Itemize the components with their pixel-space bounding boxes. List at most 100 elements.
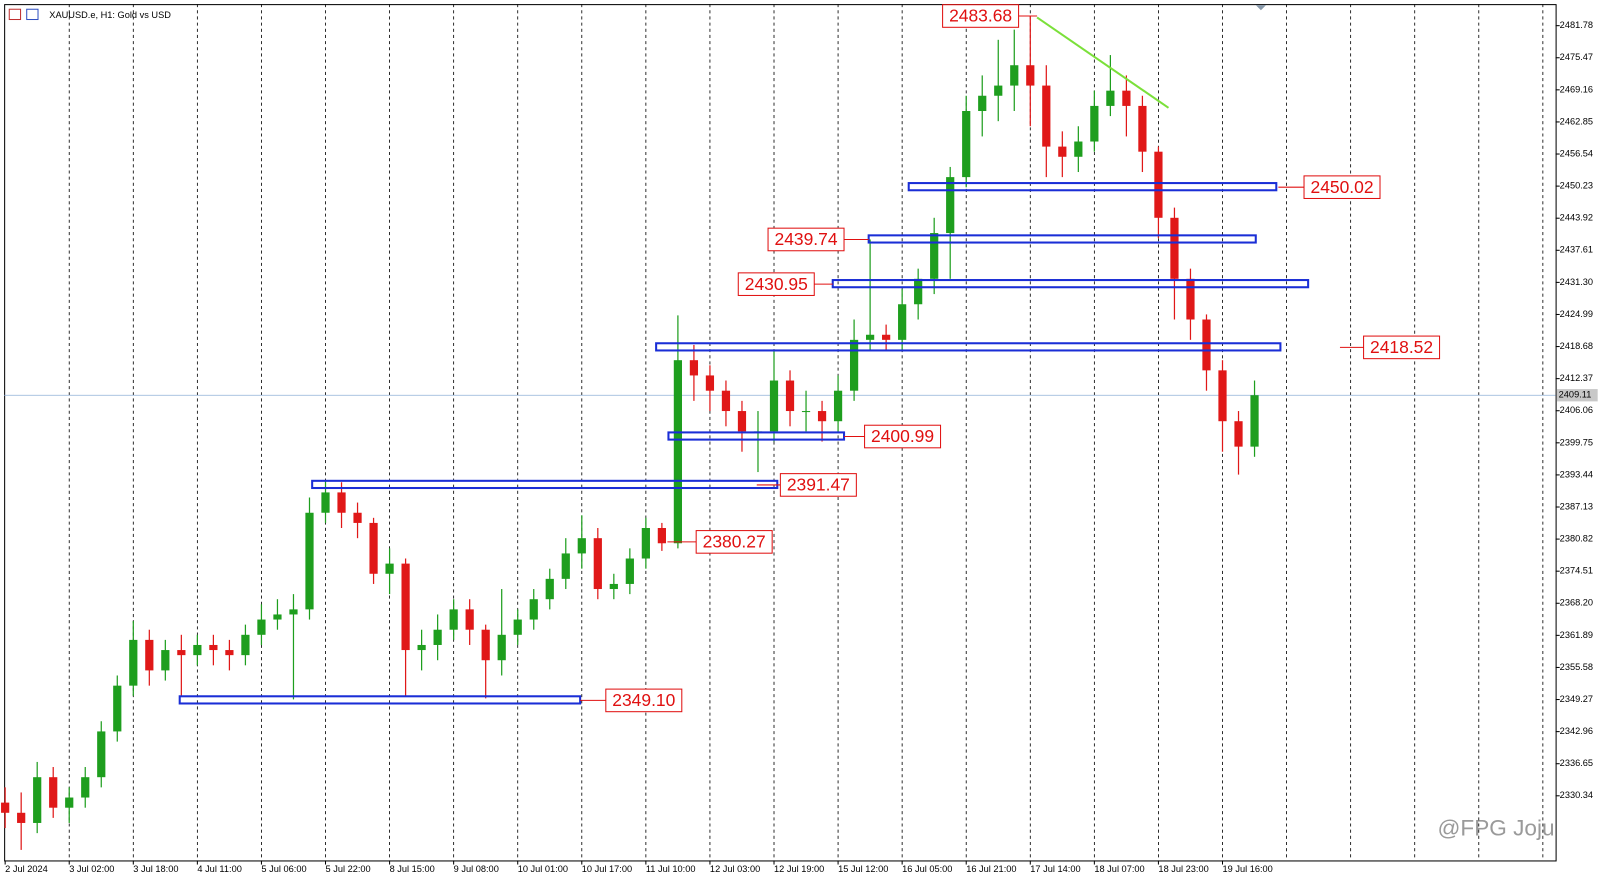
candle-body <box>1122 90 1131 106</box>
candle-body <box>657 528 666 544</box>
level-zone <box>907 182 1278 192</box>
candle-body <box>113 685 122 732</box>
plot-frame <box>4 4 1557 862</box>
level-zone <box>867 234 1257 244</box>
candle-body <box>481 629 490 661</box>
candle-body <box>673 360 683 544</box>
candle-body <box>705 375 715 391</box>
x-tick-label: 10 Jul 01:00 <box>518 864 568 874</box>
level-label: 2430.95 <box>745 274 808 294</box>
x-tick-label: 19 Jul 16:00 <box>1223 864 1273 874</box>
candle-body <box>625 558 634 584</box>
y-tick-label: 2431.30 <box>1560 277 1593 287</box>
y-tick-label: 2336.65 <box>1560 758 1593 768</box>
candle-body <box>1218 370 1227 422</box>
y-tick-label: 2374.51 <box>1560 566 1593 576</box>
level-label-box <box>695 530 773 554</box>
trend-line <box>1036 16 1170 109</box>
candle-body <box>769 380 779 432</box>
candle-body <box>97 731 106 778</box>
y-tick-label: 2424.99 <box>1560 309 1593 319</box>
candle-body <box>1170 217 1179 279</box>
level-zone <box>178 695 582 705</box>
candle-body <box>641 528 650 559</box>
candle-body <box>337 492 346 513</box>
candle-body <box>978 95 987 112</box>
y-tick-label: 2368.20 <box>1560 598 1593 608</box>
candle-body <box>1026 65 1035 86</box>
x-tick-label: 4 Jul 11:00 <box>197 864 242 874</box>
y-tick-label: 2475.47 <box>1560 52 1593 62</box>
candle-body <box>1010 65 1019 86</box>
shift-marker <box>1255 5 1267 11</box>
candle-body <box>1234 421 1243 447</box>
candle-body <box>962 111 971 178</box>
candle-body <box>81 777 90 798</box>
x-tick-label: 5 Jul 06:00 <box>261 864 306 874</box>
candle-body <box>721 390 731 412</box>
candle-body <box>241 634 250 656</box>
candle-body <box>257 619 266 635</box>
level-label-box <box>864 424 942 449</box>
y-tick-label: 2330.34 <box>1560 790 1593 800</box>
x-tick-label: 18 Jul 23:00 <box>1158 864 1208 874</box>
candle-body <box>785 380 795 412</box>
x-tick-label: 18 Jul 07:00 <box>1094 864 1144 874</box>
candle-body <box>1138 105 1147 152</box>
level-label-box <box>1303 175 1381 199</box>
level-label: 2439.74 <box>775 229 838 249</box>
level-label-box <box>737 272 815 296</box>
y-tick-label: 2462.85 <box>1560 116 1593 126</box>
y-tick-label: 2399.75 <box>1560 437 1593 447</box>
candle-body <box>65 797 74 808</box>
candle-body <box>1042 85 1051 147</box>
candle-body <box>449 609 458 630</box>
y-tick-label: 2469.16 <box>1560 84 1593 94</box>
candle-body <box>882 334 891 340</box>
candle-body <box>225 650 234 656</box>
x-tick-label: 5 Jul 22:00 <box>326 864 371 874</box>
candle-body <box>1074 141 1083 157</box>
candle-body <box>305 512 314 610</box>
x-tick-label: 8 Jul 15:00 <box>390 864 435 874</box>
candle-body <box>866 334 875 340</box>
candle-body <box>161 650 170 671</box>
candle-body <box>898 304 907 340</box>
candle-body <box>465 609 474 630</box>
y-tick-label: 2456.54 <box>1560 148 1593 158</box>
candle-body <box>817 411 827 422</box>
level-zone <box>667 431 846 441</box>
level-label: 2483.68 <box>949 6 1012 26</box>
candle-body <box>145 639 154 671</box>
candle-body <box>1106 90 1115 106</box>
candle-body <box>737 411 747 432</box>
candle-body <box>289 609 298 615</box>
candle-body <box>914 278 923 305</box>
candle-body <box>545 578 554 600</box>
current-price-label: 2409.11 <box>1559 390 1592 400</box>
candle-body <box>577 538 586 554</box>
y-tick-label: 2418.68 <box>1560 341 1593 351</box>
x-tick-label: 12 Jul 19:00 <box>774 864 824 874</box>
level-label: 2349.10 <box>612 690 675 710</box>
level-zone <box>831 279 1310 289</box>
candle-body <box>561 553 570 579</box>
y-tick-label: 2361.89 <box>1560 630 1593 640</box>
candle-body <box>833 390 843 422</box>
candle-body <box>1090 105 1099 142</box>
x-tick-label: 12 Jul 03:00 <box>710 864 760 874</box>
y-tick-label: 2450.23 <box>1560 181 1593 191</box>
x-tick-label: 10 Jul 17:00 <box>582 864 632 874</box>
candle-body <box>273 614 282 620</box>
y-tick-label: 2355.58 <box>1560 662 1593 672</box>
y-tick-label: 2443.92 <box>1560 213 1593 223</box>
candle-body <box>529 599 538 620</box>
level-zone <box>311 479 779 490</box>
watermark: @FPG Joju <box>1438 816 1555 841</box>
x-tick-label: 16 Jul 21:00 <box>966 864 1016 874</box>
level-label-box <box>767 227 845 252</box>
candle-body <box>1186 278 1195 320</box>
level-label: 2400.99 <box>871 426 934 446</box>
y-tick-label: 2406.06 <box>1560 405 1593 415</box>
candle-body <box>385 563 394 574</box>
